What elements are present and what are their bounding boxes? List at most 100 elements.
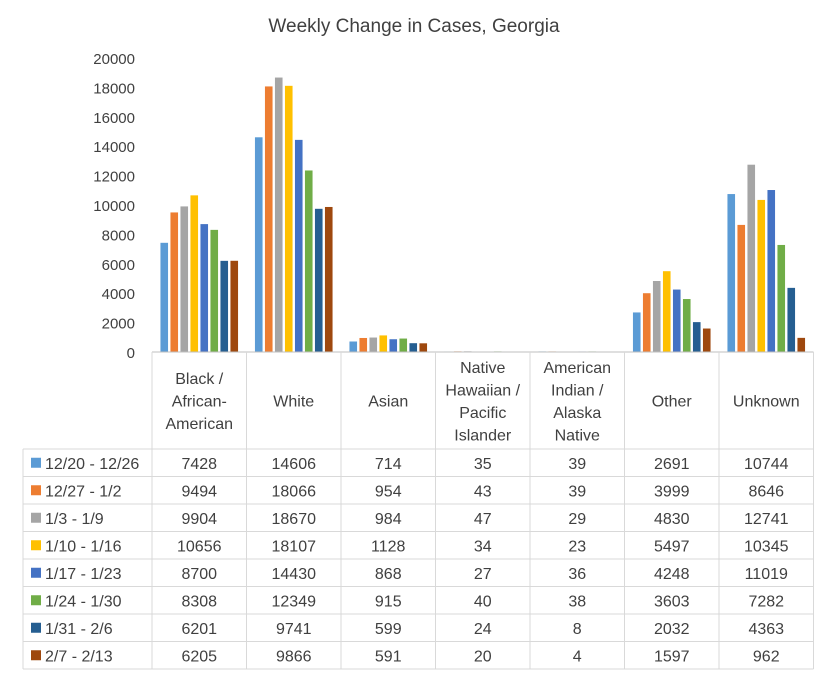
table-cell-value: 6201: [181, 621, 217, 638]
table-cell-value: 11019: [745, 566, 788, 583]
table-cell-value: 7428: [181, 456, 217, 473]
table-cell-value: 14606: [272, 456, 317, 473]
bar: [652, 280, 661, 352]
table-cell-value: 915: [375, 593, 402, 610]
legend-swatch: [31, 457, 41, 468]
bar: [160, 242, 169, 352]
bar: [369, 337, 378, 352]
bar: [349, 341, 358, 352]
table-cell-value: 20: [474, 648, 492, 665]
bar: [757, 199, 766, 352]
table-cell-value: 962: [753, 648, 780, 665]
table-cell-value: 39: [568, 483, 586, 500]
table-cell-value: 8646: [748, 483, 784, 500]
series-name: 12/27 - 1/2: [45, 483, 122, 500]
category-label: Unknown: [733, 394, 800, 411]
series-name: 1/17 - 1/23: [45, 566, 122, 583]
table-cell-value: 7282: [748, 593, 784, 610]
series-name: 12/20 - 12/26: [45, 456, 139, 473]
series-name: 1/10 - 1/16: [45, 538, 122, 555]
table-cell-value: 8308: [181, 593, 217, 610]
legend-swatch: [31, 540, 41, 551]
category-label: White: [273, 394, 314, 411]
bar: [662, 271, 671, 352]
bar: [409, 343, 418, 352]
bar: [210, 229, 219, 352]
category-label: Asian: [368, 394, 408, 411]
table-cell-value: 591: [375, 648, 402, 665]
y-tick-label: 6000: [102, 257, 135, 274]
table-cell-value: 47: [474, 511, 492, 528]
bar: [797, 337, 806, 352]
table-cell-value: 18107: [272, 538, 317, 555]
series-name: 1/24 - 1/30: [45, 593, 122, 610]
table-cell-value: 714: [375, 456, 402, 473]
table-cell-value: 9494: [181, 483, 217, 500]
table-cell-value: 1128: [371, 538, 406, 555]
table-cell-value: 4: [573, 648, 582, 665]
table-cell-value: 9741: [276, 621, 312, 638]
table-cell-value: 29: [568, 511, 586, 528]
legend-swatch: [31, 650, 41, 661]
table-cell-value: 39: [568, 456, 586, 473]
table-cell-value: 3999: [654, 483, 690, 500]
legend-swatch: [31, 567, 41, 578]
bar: [170, 212, 179, 352]
bar: [274, 77, 283, 353]
table-cell-value: 9866: [276, 648, 312, 665]
y-tick-label: 16000: [93, 110, 135, 127]
y-tick-label: 20000: [93, 51, 135, 68]
bar: [304, 170, 313, 352]
bar: [702, 328, 711, 352]
chart-title: Weekly Change in Cases, Georgia: [268, 16, 560, 37]
table-cell-value: 14430: [272, 566, 317, 583]
bar: [787, 287, 796, 352]
table-cell-value: 43: [474, 483, 492, 500]
table-cell-value: 10345: [744, 538, 789, 555]
bar: [672, 289, 681, 352]
table-cell-value: 3603: [654, 593, 690, 610]
series-name: 1/31 - 2/6: [45, 621, 113, 638]
table-cell-value: 12349: [272, 593, 317, 610]
category-label: Black / African-American: [165, 371, 233, 433]
y-tick-label: 2000: [102, 316, 135, 333]
legend-swatch: [31, 595, 41, 606]
legend-swatch: [31, 622, 41, 633]
y-tick-label: 4000: [102, 286, 135, 303]
y-axis-ticks: 0 2000 4000 6000 8000 10000 12000 14000 16000 180…: [93, 51, 135, 362]
bar: [294, 139, 303, 352]
bar: [777, 244, 786, 352]
table-cell-value: 984: [375, 511, 402, 528]
bar: [230, 260, 239, 352]
y-tick-label: 10000: [93, 198, 135, 215]
bar: [727, 194, 736, 352]
bar: [632, 312, 641, 352]
table-cell-value: 40: [474, 593, 492, 610]
bar: [682, 299, 691, 352]
bar: [254, 137, 263, 352]
y-tick-label: 14000: [93, 139, 135, 156]
y-tick-label: 18000: [93, 80, 135, 97]
bar: [642, 293, 651, 352]
table-cell-value: 4248: [654, 566, 690, 583]
table-cell-value: 4830: [654, 511, 690, 528]
table-cell-value: 23: [568, 538, 586, 555]
category-label: American Indian / Alaska Native: [543, 360, 611, 445]
table-cell-value: 36: [568, 566, 586, 583]
bar: [737, 224, 746, 352]
bar: [359, 337, 368, 352]
bar: [200, 224, 209, 352]
bar: [379, 335, 388, 352]
table-cell-value: 2691: [654, 456, 690, 473]
table-cell-value: 10656: [177, 538, 222, 555]
bar: [399, 338, 408, 352]
category-label: Native Hawaiian / Pacific Islander: [445, 360, 520, 445]
bar: [419, 343, 428, 352]
table-cell-value: 5497: [654, 538, 690, 555]
table-cell-value: 10744: [744, 456, 789, 473]
table-cell-value: 2032: [654, 621, 690, 638]
bar: [692, 322, 701, 352]
table-cell-value: 18670: [272, 511, 317, 528]
table-cell-value: 1597: [654, 648, 690, 665]
